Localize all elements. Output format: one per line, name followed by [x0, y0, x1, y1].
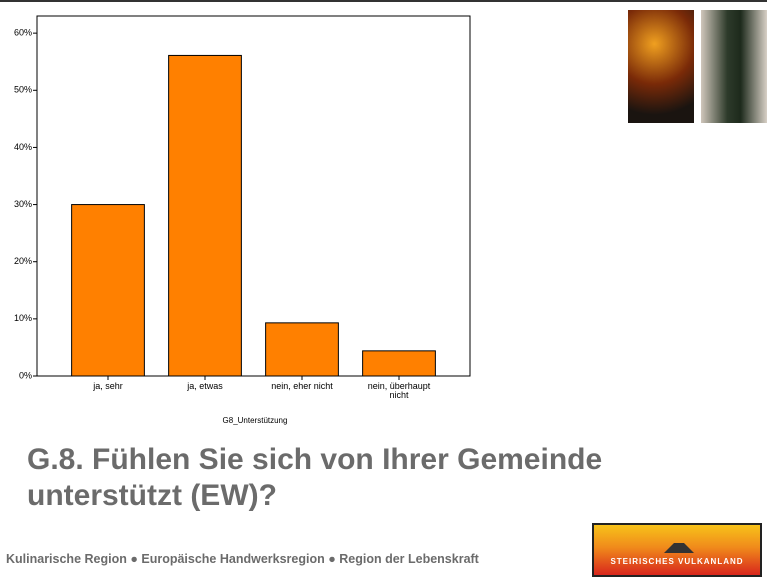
footer: Kulinarische Region ● Europäische Handwe… [6, 552, 479, 566]
x-tick-label: ja, etwas [163, 382, 247, 391]
x-tick-label: ja, sehr [66, 382, 150, 391]
x-tick-label: nein, eher nicht [260, 382, 344, 391]
slide: 0% 10% 20% 30% 40% 50% 60% G8_Unterstützung G.… [0, 0, 767, 579]
x-tick-label: nein, überhaupt nicht [357, 382, 441, 400]
photo [701, 10, 767, 123]
y-tick-label: 30% [14, 199, 32, 209]
y-tick-label: 20% [14, 256, 32, 266]
x-axis-label: G8_Unterstützung [200, 416, 310, 425]
photo [628, 10, 694, 123]
bar [363, 351, 436, 376]
bar [72, 205, 145, 376]
y-tick-label: 50% [14, 85, 32, 95]
y-tick-label: 0% [19, 370, 32, 380]
logo-mark [594, 525, 760, 555]
y-tick-label: 60% [14, 28, 32, 38]
y-tick-label: 10% [14, 313, 32, 323]
bar [266, 323, 339, 376]
logo: STEIRISCHES VULKANLAND [592, 523, 762, 577]
logo-text: STEIRISCHES VULKANLAND [594, 557, 760, 566]
bar [169, 55, 242, 376]
y-tick-label: 40% [14, 142, 32, 152]
slide-title: G.8. Fühlen Sie sich von Ihrer Gemeinde … [27, 442, 747, 514]
